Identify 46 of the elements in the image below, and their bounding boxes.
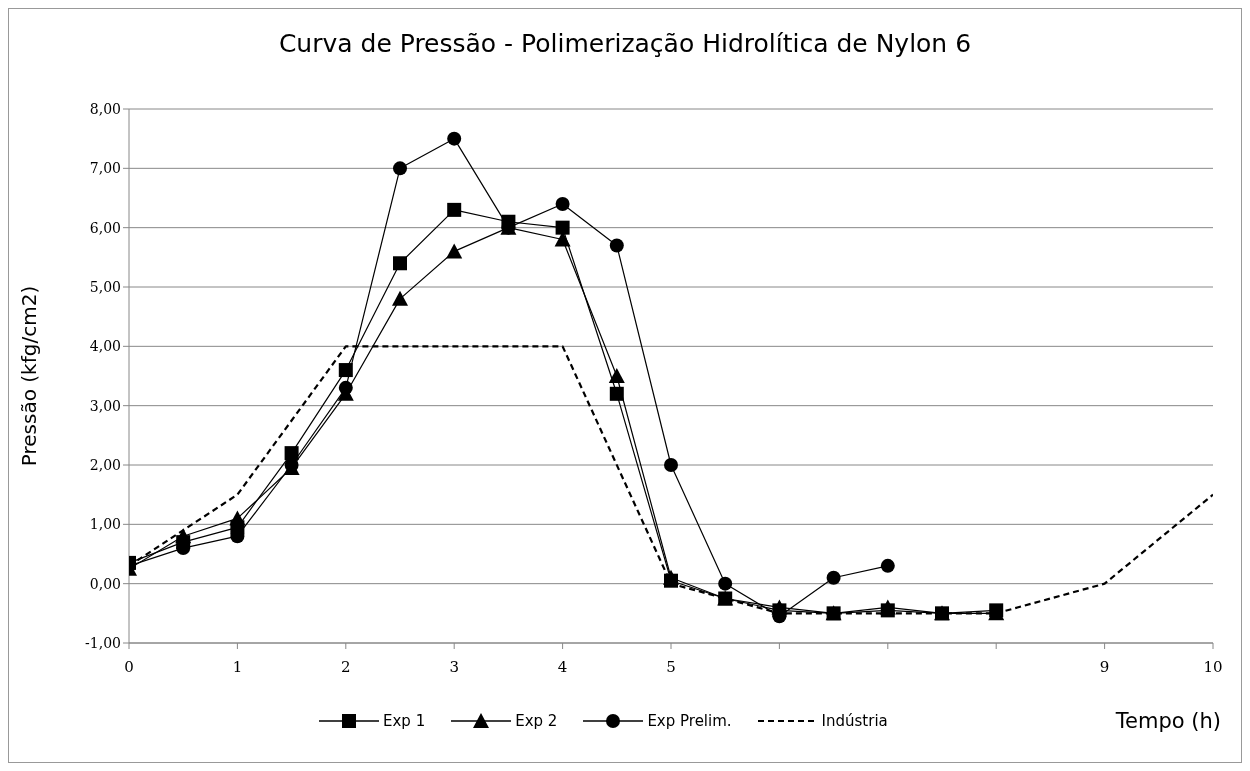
x-tick-label: 1 [232, 657, 243, 676]
point [609, 386, 624, 401]
y-tick-label: 5,00 [89, 278, 121, 295]
point [718, 576, 733, 591]
point [447, 202, 462, 217]
y-tick-label: -1,00 [85, 634, 121, 651]
point [393, 161, 407, 176]
y-axis-title: Pressão (kfg/cm2) [17, 285, 42, 467]
point [664, 458, 678, 472]
legend-label: Exp 1 [383, 712, 426, 730]
point [447, 131, 462, 146]
y-tick-label: 4,00 [89, 338, 121, 355]
x-tick-label: 3 [449, 657, 459, 676]
point [555, 220, 570, 235]
point [392, 290, 408, 306]
point [229, 510, 246, 526]
point [555, 196, 570, 211]
point [609, 238, 624, 253]
point [284, 446, 299, 461]
point [338, 363, 353, 378]
y-tick-label: 2,00 [89, 456, 121, 473]
y-tick-label: 6,00 [89, 219, 121, 236]
legend-label: Indústria [821, 712, 888, 730]
point [446, 243, 463, 259]
point [879, 599, 896, 615]
x-tick-label: 0 [124, 657, 134, 676]
legend-label: Exp 2 [515, 712, 558, 730]
x-tick-label: 9 [1099, 657, 1110, 676]
x-tick-label: 10 [1203, 657, 1223, 676]
y-tick-label: 8,00 [89, 100, 121, 117]
y-tick-label: 0,00 [89, 575, 121, 592]
x-tick-label: 2 [341, 657, 351, 676]
y-tick-label: 1,00 [89, 516, 121, 533]
legend-label: Exp Prelim. [647, 712, 732, 730]
point [663, 569, 679, 585]
y-tick-label: 7,00 [89, 160, 121, 177]
x-axis-title: Tempo (h) [1115, 709, 1221, 733]
point [880, 558, 895, 573]
x-tick-label: 5 [666, 657, 676, 676]
y-tick-label: 3,00 [89, 397, 121, 414]
point [338, 380, 353, 395]
point [826, 570, 841, 585]
point [393, 256, 407, 271]
chart-title: Curva de Pressão - Polimerização Hidrolítica de Nylon 6 [277, 29, 973, 60]
x-tick-label: 4 [557, 657, 568, 676]
point [608, 368, 625, 383]
